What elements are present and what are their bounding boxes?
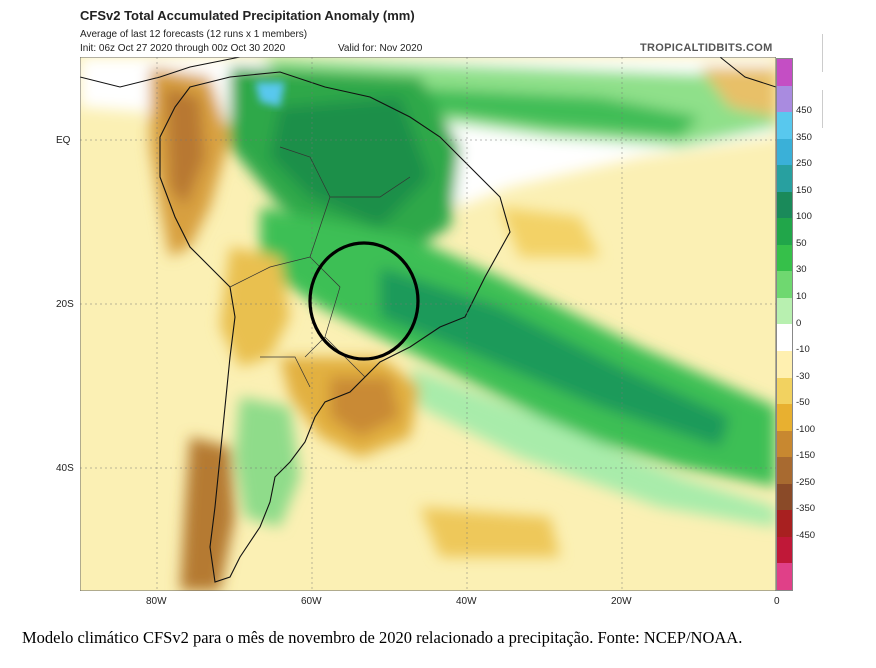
colorbar-swatch: [777, 351, 792, 378]
colorbar-label: -450: [796, 529, 816, 541]
colorbar-label: 10: [796, 290, 807, 302]
colorbar-label: -100: [796, 423, 816, 435]
colorbar-swatch: [777, 297, 792, 325]
dry-uruguay-core: [330, 377, 400, 437]
central-america-outline: [80, 57, 241, 88]
chart-subtitle: Average of last 12 forecasts (12 runs x …: [80, 29, 308, 40]
colorbar-swatch: [777, 483, 792, 511]
dry-southern-andes: [180, 437, 235, 591]
colorbar-label: -30: [796, 370, 810, 382]
colorbar-label: -150: [796, 450, 816, 462]
wet-sacz-fringe: [410, 367, 776, 527]
lat-label-eq: EQ: [56, 135, 71, 146]
colorbar-swatch: [777, 244, 792, 272]
lon-label-60w: 60W: [301, 596, 322, 607]
lon-label-40w: 40W: [456, 596, 477, 607]
colorbar-label: -250: [796, 476, 816, 488]
init-time: Init: 06z Oct 27 2020 through 00z Oct 30…: [80, 43, 286, 54]
colorbar-swatch: [777, 191, 792, 219]
colorbar-swatch: [777, 377, 792, 405]
lat-label-20s: 20S: [56, 299, 74, 310]
colorbar-label: 30: [796, 264, 807, 276]
colorbar-swatch: [777, 85, 792, 113]
colorbar-label: -50: [796, 397, 810, 409]
colorbar-swatch: [777, 536, 792, 564]
colorbar-swatch: [777, 404, 792, 431]
colorbar: [776, 58, 793, 591]
colorbar-label: 150: [796, 184, 812, 196]
colorbar-swatch: [777, 112, 792, 139]
colorbar-label: 350: [796, 131, 812, 143]
lon-label-20w: 20W: [611, 596, 632, 607]
figure-caption: Modelo climático CFSv2 para o mês de nov…: [22, 628, 743, 647]
colorbar-swatch: [777, 138, 792, 166]
colorbar-label: 0: [796, 317, 802, 329]
colorbar-swatch: [777, 59, 792, 86]
dry-africa-coast: [700, 67, 776, 117]
colorbar-swatch: [777, 510, 792, 537]
wet-core-north-atlantic: [400, 87, 700, 137]
colorbar-label: 450: [796, 105, 812, 117]
source-brand: TROPICALTIDBITS.COM: [640, 42, 773, 54]
colorbar-label: -10: [796, 344, 810, 356]
highlight-circle: [308, 241, 420, 361]
wet-guiana-peak: [255, 82, 285, 107]
south-america-outline: [159, 71, 511, 583]
colorbar-swatch: [777, 563, 792, 590]
lon-label-80w: 80W: [146, 596, 167, 607]
valid-time: Valid for: Nov 2020: [338, 43, 423, 54]
colorbar-label: 100: [796, 211, 812, 223]
dry-andes-north-core: [165, 87, 205, 207]
colorbar-label: -350: [796, 503, 816, 515]
colorbar-swatch: [777, 218, 792, 245]
dry-south-atlantic: [420, 507, 560, 557]
precipitation-anomaly-map: [80, 57, 776, 591]
chart-title: CFSv2 Total Accumulated Precipitation An…: [80, 8, 415, 23]
lon-label-0: 0: [774, 596, 780, 607]
wet-amazon-core: [270, 97, 430, 227]
colorbar-swatch: [777, 457, 792, 484]
dry-central-andes: [220, 247, 290, 367]
africa-outline: [719, 57, 776, 88]
colorbar-swatch: [777, 430, 792, 458]
colorbar-swatch: [777, 324, 792, 352]
edge-mark-2: [822, 90, 827, 128]
colorbar-swatch: [777, 271, 792, 298]
colorbar-label: 50: [796, 237, 807, 249]
lat-label-40s: 40S: [56, 463, 74, 474]
colorbar-label: 250: [796, 158, 812, 170]
colorbar-swatch: [777, 165, 792, 192]
wet-patagonia: [235, 397, 300, 527]
edge-mark-1: [822, 34, 827, 72]
dry-tropical-atlantic: [500, 207, 600, 257]
